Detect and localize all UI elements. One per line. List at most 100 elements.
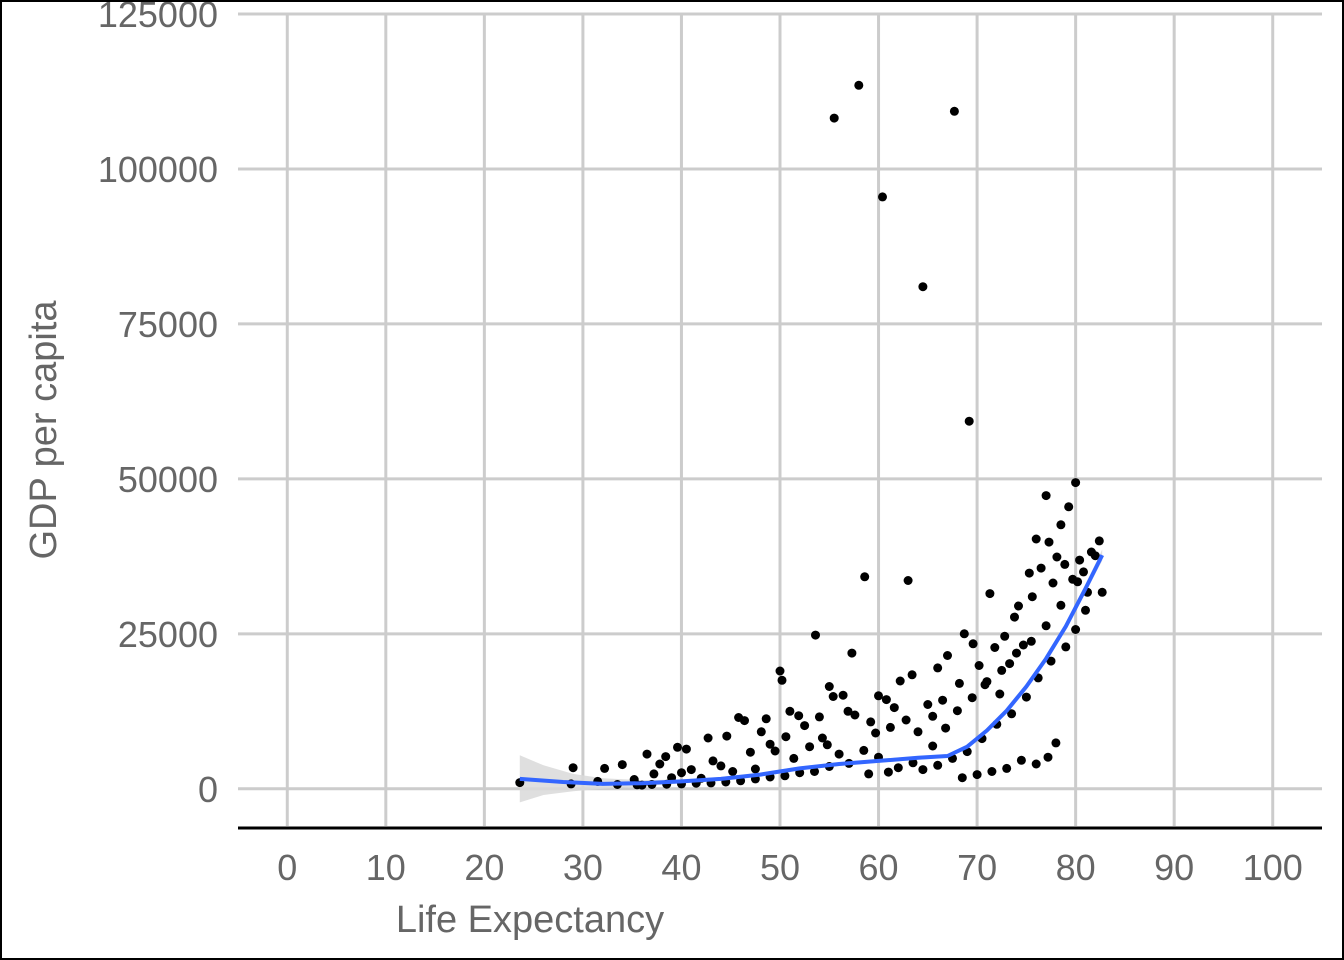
data-point — [655, 759, 665, 769]
data-point — [703, 733, 713, 743]
data-point — [1094, 536, 1104, 546]
data-point — [1044, 537, 1054, 547]
data-point — [805, 742, 815, 752]
data-point — [740, 716, 749, 726]
data-point — [918, 282, 928, 292]
data-point — [1046, 656, 1056, 666]
data-point — [761, 714, 771, 724]
y-tick-label: 0 — [198, 769, 218, 810]
data-point — [1014, 601, 1023, 611]
smooth-line — [519, 554, 1104, 786]
data-point — [642, 749, 652, 759]
data-point — [745, 747, 755, 757]
data-point — [933, 663, 943, 673]
data-point — [1036, 563, 1046, 573]
data-point — [864, 769, 874, 779]
smooth-line-layer — [519, 554, 1104, 786]
data-point — [995, 689, 1005, 699]
data-point — [1002, 763, 1012, 773]
data-point — [1018, 640, 1028, 650]
data-point — [817, 733, 827, 743]
data-point — [923, 700, 933, 709]
data-point — [850, 710, 860, 720]
data-point — [901, 715, 911, 725]
data-point — [822, 740, 832, 750]
data-point — [893, 763, 903, 773]
x-tick-label: 60 — [859, 847, 899, 888]
data-point — [871, 728, 881, 738]
data-point — [661, 752, 671, 762]
data-point — [838, 690, 848, 700]
data-point — [780, 771, 790, 781]
x-tick-label: 30 — [563, 847, 603, 888]
x-tick-label: 40 — [661, 847, 701, 888]
data-point — [828, 692, 838, 701]
data-point — [878, 192, 887, 202]
data-point — [943, 651, 952, 660]
data-point — [708, 756, 718, 766]
data-point — [967, 693, 977, 703]
points-layer — [515, 80, 1107, 790]
data-point — [972, 770, 982, 780]
x-tick-label: 90 — [1154, 847, 1194, 888]
data-point — [756, 727, 766, 737]
data-point — [824, 682, 834, 691]
y-tick-label: 50000 — [118, 459, 218, 500]
x-tick-label: 100 — [1243, 847, 1303, 888]
data-point — [903, 576, 913, 585]
data-point — [941, 723, 951, 733]
data-point — [617, 760, 627, 770]
data-point — [1048, 578, 1058, 588]
data-point — [800, 721, 810, 731]
data-point — [1041, 491, 1051, 501]
data-point — [938, 695, 948, 705]
confidence-band — [519, 549, 1103, 803]
data-point — [810, 767, 819, 776]
x-tick-label: 70 — [957, 847, 997, 888]
data-point — [1010, 612, 1019, 622]
data-point — [789, 753, 799, 763]
data-point — [987, 767, 997, 776]
data-point — [677, 768, 686, 778]
data-point — [982, 677, 992, 687]
data-point — [1012, 648, 1021, 658]
data-point — [1090, 551, 1100, 561]
y-tick-label: 25000 — [118, 614, 218, 655]
data-point — [681, 744, 691, 754]
x-axis-title: Life Expectancy — [396, 899, 664, 941]
data-point — [959, 629, 969, 639]
data-point — [1007, 709, 1017, 719]
data-point — [1024, 568, 1034, 578]
data-point — [716, 761, 726, 771]
data-point — [1031, 534, 1041, 544]
data-point — [928, 711, 938, 721]
data-point — [1051, 738, 1061, 748]
data-point — [1071, 625, 1081, 634]
data-point — [1041, 621, 1051, 631]
x-axis-ticks: 0 10 20 30 40 50 60 70 80 90 100 — [277, 847, 1303, 888]
data-point — [990, 643, 1000, 652]
data-point — [974, 661, 984, 670]
data-point — [907, 670, 917, 680]
y-tick-label: 100000 — [98, 149, 218, 190]
x-tick-label: 80 — [1056, 847, 1096, 888]
data-point — [777, 675, 787, 685]
y-axis-title: GDP per capita — [23, 300, 65, 560]
data-point — [952, 706, 962, 716]
y-axis-ticks: 0 25000 50000 75000 100000 125000 — [98, 2, 218, 810]
data-point — [854, 80, 864, 90]
data-point — [686, 765, 696, 775]
data-point — [843, 706, 853, 716]
data-point — [918, 765, 928, 775]
data-point — [649, 769, 659, 779]
x-tick-label: 0 — [277, 847, 297, 888]
data-point — [1064, 502, 1074, 512]
data-point — [1081, 605, 1090, 615]
data-point — [781, 732, 791, 742]
data-point — [750, 764, 760, 774]
data-point — [964, 416, 974, 426]
data-point — [997, 665, 1007, 675]
data-point — [1005, 659, 1015, 669]
